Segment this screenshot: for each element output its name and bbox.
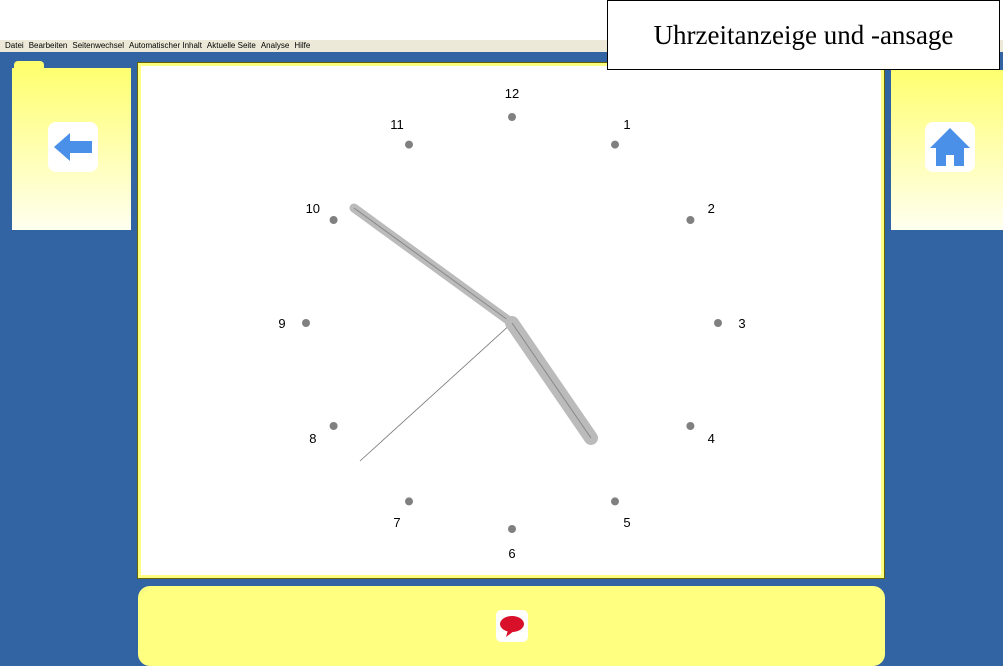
hour-dot bbox=[329, 216, 338, 224]
menu-item[interactable]: Aktuelle Seite bbox=[206, 41, 256, 50]
hour-dot bbox=[508, 113, 516, 121]
hour-dot bbox=[302, 319, 310, 327]
back-icon[interactable] bbox=[48, 122, 98, 172]
menu-item[interactable]: Automatischer Inhalt bbox=[128, 41, 202, 50]
hour-number: 2 bbox=[708, 201, 715, 216]
hour-number: 6 bbox=[508, 546, 515, 561]
hour-dot bbox=[405, 140, 413, 149]
minute-hand-core bbox=[353, 207, 513, 324]
hour-number: 1 bbox=[623, 117, 630, 132]
home-icon[interactable] bbox=[925, 122, 975, 172]
menu-item[interactable]: Seitenwechsel bbox=[72, 41, 124, 50]
menu-item[interactable]: Datei bbox=[5, 41, 24, 50]
hour-dot bbox=[508, 525, 516, 533]
hour-dot bbox=[686, 422, 695, 430]
page-title: Uhrzeitanzeige und -ansage bbox=[607, 0, 1000, 70]
hour-number: 4 bbox=[708, 431, 715, 446]
hour-number: 3 bbox=[738, 316, 745, 331]
clock-panel: 1 2 3 4 5 6 7 8 9 10 11 12 bbox=[137, 62, 885, 579]
hour-number: 8 bbox=[309, 431, 316, 446]
hour-number: 11 bbox=[390, 117, 404, 132]
second-hand bbox=[359, 322, 513, 462]
folder-tab bbox=[14, 61, 44, 69]
hour-number: 7 bbox=[393, 515, 400, 530]
menu-item[interactable]: Bearbeiten bbox=[28, 41, 68, 50]
hour-number: 10 bbox=[306, 201, 320, 216]
hour-dot bbox=[405, 497, 413, 506]
hour-dot bbox=[686, 216, 695, 224]
home-card[interactable] bbox=[891, 70, 1003, 230]
hour-dot bbox=[714, 319, 722, 327]
menu-item[interactable]: Hilfe bbox=[294, 41, 311, 50]
speech-bar bbox=[138, 586, 885, 666]
speak-button[interactable] bbox=[496, 610, 528, 642]
hour-dot bbox=[611, 497, 619, 506]
back-card[interactable] bbox=[12, 68, 131, 230]
hour-hand-core bbox=[511, 322, 592, 439]
hour-number: 12 bbox=[505, 86, 519, 101]
hour-number: 9 bbox=[278, 316, 285, 331]
hour-dot bbox=[329, 422, 338, 430]
hour-dot bbox=[611, 140, 619, 149]
menu-item[interactable]: Analyse bbox=[260, 41, 290, 50]
hour-number: 5 bbox=[623, 515, 630, 530]
